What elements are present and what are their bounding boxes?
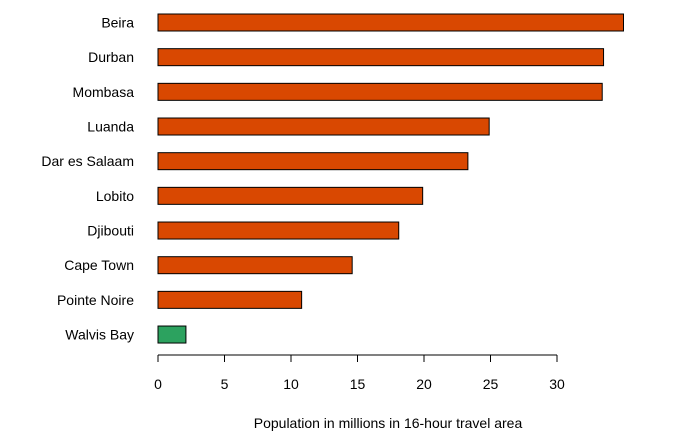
bar-lobito	[157, 186, 424, 205]
category-label: Lobito	[96, 188, 134, 204]
bar-durban	[157, 48, 605, 67]
category-label: Walvis Bay	[65, 327, 134, 343]
category-label: Beira	[101, 15, 134, 31]
x-tick-label: 25	[483, 376, 499, 392]
bar-beira	[157, 13, 624, 32]
category-labels-group: Beira Durban Mombasa Luanda Dar es Salaam Lob…	[41, 15, 134, 343]
bar-djibouti	[157, 221, 400, 240]
category-label: Cape Town	[64, 257, 134, 273]
category-label: Luanda	[87, 119, 134, 135]
bar-pointe-noire	[157, 290, 303, 309]
bar-dar-es-salaam	[157, 152, 469, 171]
bar-cape-town	[157, 256, 353, 275]
category-label: Pointe Noire	[57, 292, 134, 308]
x-axis: 0 5 10 15 20 25 30	[154, 354, 565, 392]
bars-group	[157, 13, 624, 344]
x-tick-label: 15	[350, 376, 366, 392]
category-label: Dar es Salaam	[41, 153, 134, 169]
x-tick-label: 30	[549, 376, 565, 392]
x-tick-label: 10	[283, 376, 299, 392]
bar-walvis-bay	[157, 325, 187, 344]
bar-mombasa	[157, 82, 603, 101]
x-tick-label: 20	[416, 376, 432, 392]
x-tick-label: 0	[154, 376, 162, 392]
bar-luanda	[157, 117, 490, 136]
category-label: Durban	[88, 49, 134, 65]
x-axis-title: Population in millions in 16-hour travel…	[254, 415, 523, 431]
category-label: Mombasa	[73, 84, 135, 100]
category-label: Djibouti	[87, 223, 134, 239]
x-tick-label: 5	[221, 376, 229, 392]
